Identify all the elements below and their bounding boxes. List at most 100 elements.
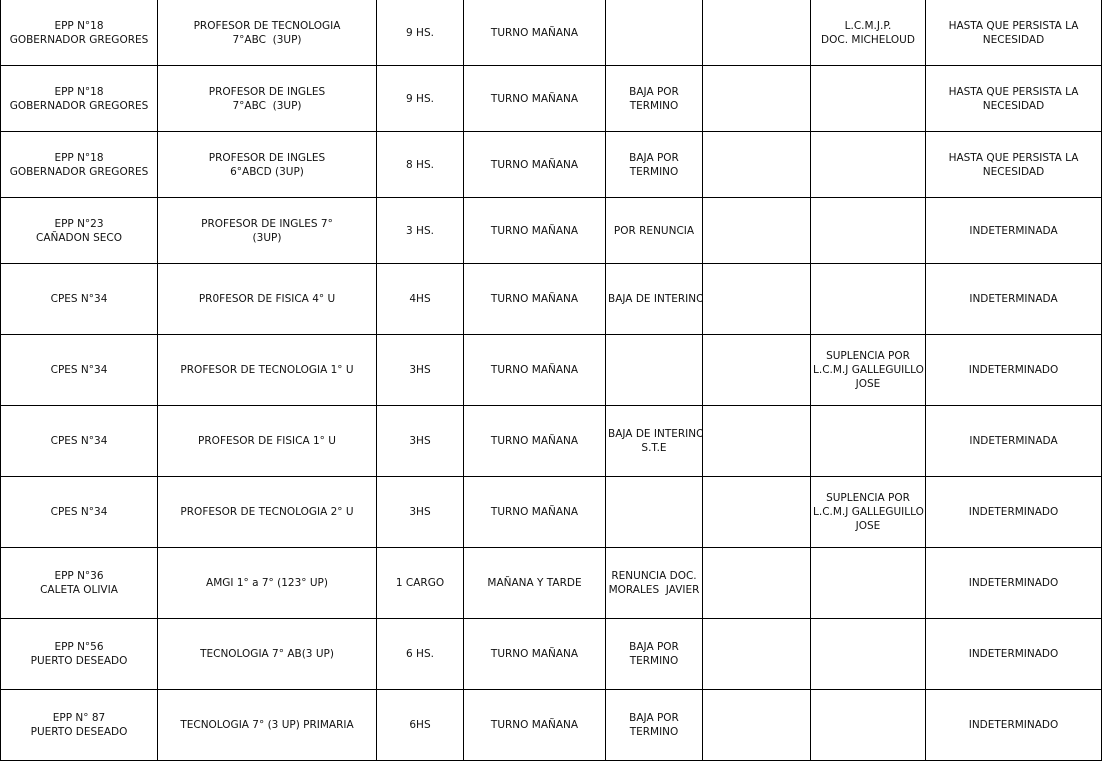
table-cell: PROFESOR DE FISICA 1° U bbox=[157, 405, 377, 477]
cell-line: 3HS bbox=[409, 435, 431, 447]
cell-line: PROFESOR DE FISICA 1° U bbox=[198, 435, 336, 447]
table-cell: 6HS bbox=[376, 689, 464, 761]
cell-line: TERMINO bbox=[629, 165, 679, 178]
table-cell: TURNO MAÑANA bbox=[463, 131, 606, 198]
table-cell: EPP N°18 GOBERNADOR GREGORES bbox=[0, 65, 158, 132]
cell-line: PUERTO DESEADO bbox=[30, 726, 128, 738]
cell-line: INDETERMINADA bbox=[969, 293, 1058, 305]
cell-line: PUERTO DESEADO bbox=[30, 655, 128, 667]
cell-line: CPES N°34 bbox=[50, 506, 108, 518]
table-cell: AMGI 1° a 7° (123° UP) bbox=[157, 547, 377, 619]
cell-line: JOSE bbox=[855, 378, 881, 390]
cell-line: EPP N°36 bbox=[54, 570, 104, 582]
cell-line: 7°ABC (3UP) bbox=[232, 99, 302, 112]
cell-line: TURNO MAÑANA bbox=[490, 92, 579, 105]
table-cell: RENUNCIA DOC. MORALES JAVIER bbox=[605, 547, 703, 619]
table-cell: INDETERMINADO bbox=[925, 334, 1102, 406]
table-cell: TURNO MAÑANA bbox=[463, 65, 606, 132]
table-cell: EPP N°18 GOBERNADOR GREGORES bbox=[0, 131, 158, 198]
cell-line: EPP N° 87 bbox=[52, 712, 106, 724]
table-cell bbox=[702, 405, 811, 477]
cell-line: CPES N°34 bbox=[50, 435, 108, 447]
table-cell: PROFESOR DE INGLES 7° (3UP) bbox=[157, 197, 377, 264]
table-cell bbox=[810, 197, 926, 264]
cell-line: 9 HS. bbox=[406, 26, 434, 39]
cell-line: GOBERNADOR GREGORES bbox=[9, 165, 149, 178]
cell-line: CALETA OLIVIA bbox=[40, 584, 118, 596]
table-cell: BAJA DE INTERINO bbox=[605, 263, 703, 335]
table-row: EPP N°18 GOBERNADOR GREGORES PROFESOR DE I… bbox=[0, 131, 1102, 198]
cell-line: TURNO MAÑANA bbox=[490, 293, 579, 305]
table-cell: PROFESOR DE INGLES 7°ABC (3UP) bbox=[157, 65, 377, 132]
table-cell: TECNOLOGIA 7° (3 UP) PRIMARIA bbox=[157, 689, 377, 761]
cell-line: NECESIDAD bbox=[982, 33, 1045, 46]
cell-line: RENUNCIA DOC. bbox=[611, 570, 697, 582]
table-cell bbox=[810, 263, 926, 335]
table-cell: EPP N°36 CALETA OLIVIA bbox=[0, 547, 158, 619]
table-cell: EPP N°23 CAÑADON SECO bbox=[0, 197, 158, 264]
table-cell: 8 HS. bbox=[376, 131, 464, 198]
table-cell bbox=[702, 65, 811, 132]
table-cell: EPP N°56 PUERTO DESEADO bbox=[0, 618, 158, 690]
table-cell: MAÑANA Y TARDE bbox=[463, 547, 606, 619]
cell-line: TURNO MAÑANA bbox=[490, 435, 579, 447]
table-cell bbox=[702, 689, 811, 761]
table-cell bbox=[702, 0, 811, 66]
cell-line: TERMINO bbox=[629, 655, 679, 667]
table-cell: 4HS bbox=[376, 263, 464, 335]
table-cell: PROFESOR DE INGLES 6°ABCD (3UP) bbox=[157, 131, 377, 198]
cell-line: POR RENUNCIA bbox=[613, 224, 695, 237]
table-cell: TURNO MAÑANA bbox=[463, 476, 606, 548]
table-cell bbox=[702, 547, 811, 619]
cell-line: TECNOLOGIA 7° (3 UP) PRIMARIA bbox=[180, 719, 354, 731]
cell-line: PROFESOR DE TECNOLOGIA bbox=[193, 19, 341, 32]
table-cell: 3HS bbox=[376, 405, 464, 477]
cell-line: 1 CARGO bbox=[395, 577, 445, 589]
cell-line: 4HS bbox=[409, 293, 431, 305]
table-cell: TURNO MAÑANA bbox=[463, 197, 606, 264]
cell-line: BAJA DE INTERINO bbox=[608, 428, 703, 440]
cell-line: 7°ABC (3UP) bbox=[232, 33, 302, 46]
table-cell: PROFESOR DE TECNOLOGIA 1° U bbox=[157, 334, 377, 406]
table-cell: CPES N°34 bbox=[0, 405, 158, 477]
cell-line: 3HS bbox=[409, 506, 431, 518]
table-cell: BAJA POR TERMINO bbox=[605, 618, 703, 690]
table-cell bbox=[702, 618, 811, 690]
table-row: EPP N°56 PUERTO DESEADO TECNOLOGIA 7° AB(3… bbox=[0, 618, 1102, 690]
cell-line: NECESIDAD bbox=[982, 99, 1045, 112]
table-cell: INDETERMINADA bbox=[925, 197, 1102, 264]
cell-line: TERMINO bbox=[629, 99, 679, 112]
table-row: EPP N°23 CAÑADON SECO PROFESOR DE INGLES 7… bbox=[0, 197, 1102, 264]
table-cell: L.C.M.J.P. DOC. MICHELOUD bbox=[810, 0, 926, 66]
table-cell: BAJA DE INTERINO S.T.E bbox=[605, 405, 703, 477]
cell-line: TURNO MAÑANA bbox=[490, 158, 579, 171]
cell-line: HASTA QUE PERSISTA LA bbox=[948, 85, 1079, 98]
table-row: EPP N° 87 PUERTO DESEADO TECNOLOGIA 7° (3 … bbox=[0, 689, 1102, 761]
cell-line: BAJA POR bbox=[629, 712, 679, 724]
table-cell: 3HS bbox=[376, 334, 464, 406]
table-cell: CPES N°34 bbox=[0, 334, 158, 406]
table-cell: EPP N° 87 PUERTO DESEADO bbox=[0, 689, 158, 761]
cell-line: TECNOLOGIA 7° AB(3 UP) bbox=[200, 648, 334, 660]
table-cell: INDETERMINADO bbox=[925, 547, 1102, 619]
cell-line: HASTA QUE PERSISTA LA bbox=[948, 19, 1079, 32]
table-cell: SUPLENCIA POR L.C.M.J GALLEGUILLO JOSE bbox=[810, 476, 926, 548]
cell-line: 3 HS. bbox=[406, 224, 434, 237]
table-cell bbox=[810, 131, 926, 198]
cell-line: CPES N°34 bbox=[50, 364, 108, 376]
table-cell bbox=[810, 689, 926, 761]
cell-line: INDETERMINADA bbox=[969, 435, 1058, 447]
table-cell bbox=[702, 263, 811, 335]
cell-line: TERMINO bbox=[629, 726, 679, 738]
table-row: EPP N°18 GOBERNADOR GREGORES PROFESOR DE I… bbox=[0, 65, 1102, 132]
cell-line: GOBERNADOR GREGORES bbox=[9, 33, 149, 46]
cell-line: BAJA POR bbox=[629, 85, 679, 98]
table-cell bbox=[605, 476, 703, 548]
cell-line: EPP N°18 bbox=[54, 151, 104, 164]
cell-line: L.C.M.J GALLEGUILLO bbox=[813, 506, 924, 518]
cell-line: BAJA POR bbox=[629, 151, 679, 164]
cell-line: INDETERMINADA bbox=[969, 224, 1058, 237]
table-cell: INDETERMINADA bbox=[925, 405, 1102, 477]
